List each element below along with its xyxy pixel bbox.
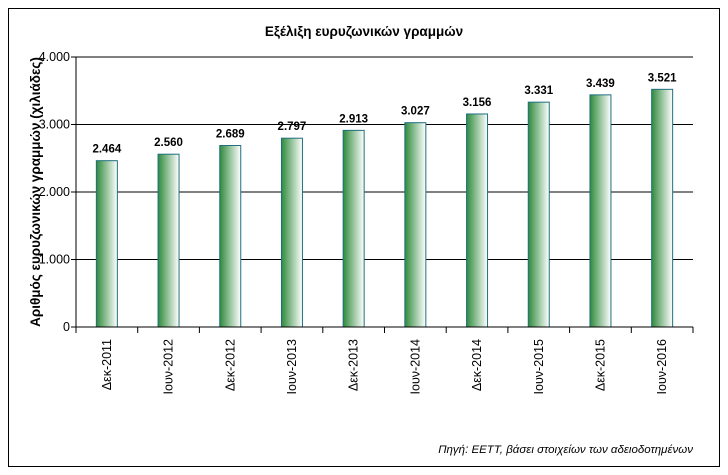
data-label: 2.560 [154, 137, 183, 149]
data-label: 3.331 [524, 85, 553, 97]
data-label: 2.689 [216, 128, 245, 140]
data-label: 2.797 [278, 121, 307, 133]
data-label: 2.464 [92, 144, 121, 156]
y-tick-label: 0 [63, 320, 70, 334]
bars [95, 88, 674, 328]
bar [342, 129, 365, 328]
bar [466, 113, 489, 328]
y-tick-label: 3.000 [39, 118, 70, 132]
y-tick-label: 1.000 [39, 253, 70, 267]
x-tick-label: Ιουν-2015 [532, 339, 546, 395]
x-tick-label: Ιουν-2014 [408, 339, 422, 395]
source-note: Πηγή: ΕΕΤΤ, βάσει στοιχείων των αδειοδοτ… [438, 444, 693, 456]
x-tick-label: Δεκ-2015 [593, 339, 607, 391]
y-axis-ticks: 0 1.000 2.000 3.000 4.000 [39, 50, 76, 334]
data-label: 3.439 [586, 78, 615, 90]
data-label: 3.156 [463, 97, 492, 109]
bar [589, 94, 612, 328]
data-label: 3.027 [401, 106, 430, 118]
x-tick-label: Δεκ-2012 [223, 339, 237, 391]
x-axis-ticks: Δεκ-2011 Ιουν-2012 Δεκ-2012 Ιουν-2013 Δεκ-20… [75, 327, 694, 395]
y-tick-label: 4.000 [39, 50, 70, 64]
bar [219, 144, 242, 328]
chart-title: Εξέλιξη ευρυζωνικών γραμμών [265, 24, 463, 39]
x-tick-label: Δεκ-2013 [347, 339, 361, 391]
y-axis-label: Αριθμός ευρυζωνικών γραμμών (χιλιάδες) [28, 57, 43, 327]
bar [280, 137, 303, 328]
bar [95, 160, 118, 328]
data-label: 3.521 [648, 72, 677, 84]
x-tick-label: Ιουν-2012 [162, 339, 176, 395]
bar [527, 101, 550, 328]
bar [404, 122, 427, 328]
data-labels: 2.464 2.560 2.689 2.797 2.913 3.027 3.156 3.331… [92, 72, 677, 155]
x-tick-label: Δεκ-2011 [100, 339, 114, 390]
y-tick-label: 2.000 [39, 185, 70, 199]
data-label: 2.913 [339, 113, 368, 125]
x-tick-label: Δεκ-2014 [470, 339, 484, 391]
bar [157, 153, 180, 328]
x-tick-label: Ιουν-2013 [285, 339, 299, 395]
x-tick-label: Ιουν-2016 [655, 339, 669, 395]
bar [651, 88, 674, 328]
